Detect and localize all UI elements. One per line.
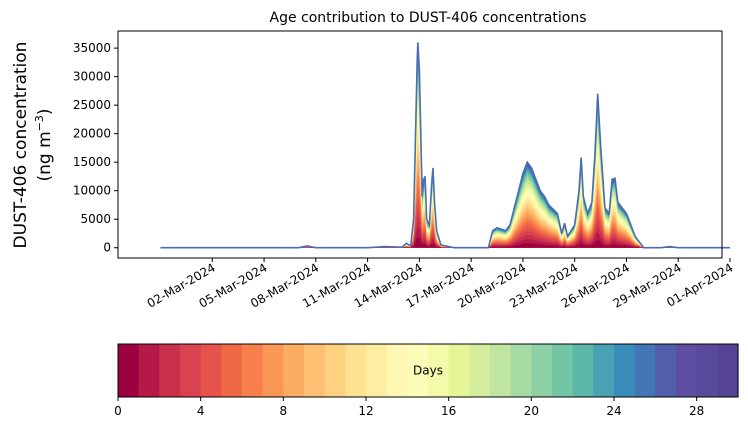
colorbar-segment-17 <box>469 344 491 397</box>
age-band-15 <box>160 103 730 248</box>
colorbar-segment-24 <box>614 344 636 397</box>
colorbar-segment-26 <box>655 344 677 397</box>
colorbar-segment-25 <box>634 344 656 397</box>
y-tick-label-25000: 25000 <box>73 98 111 112</box>
colorbar-segment-27 <box>676 344 698 397</box>
y-axis-label-suffix: ) <box>35 108 55 115</box>
colorbar-segment-8 <box>283 344 305 397</box>
colorbar-segment-11 <box>345 344 367 397</box>
axes: 0500010000150002000025000300003500002-Ma… <box>73 30 736 311</box>
age-band-29 <box>160 42 730 248</box>
colorbar-segment-20 <box>531 344 553 397</box>
age-band-1 <box>160 226 730 248</box>
total-concentration-line <box>160 42 730 249</box>
age-band-27 <box>160 45 730 248</box>
axes-frame <box>117 30 723 259</box>
colorbar-tick-label-0: 0 <box>114 404 122 418</box>
colorbar-segment-13 <box>386 344 408 397</box>
colorbar-tick-label-28: 28 <box>689 404 704 418</box>
age-band-13 <box>160 117 730 248</box>
colorbar-segment-5 <box>221 344 243 397</box>
colorbar-segment-0 <box>118 344 140 397</box>
age-band-9 <box>160 149 730 248</box>
age-band-6 <box>160 176 730 248</box>
colorbar-tick-label-16: 16 <box>441 404 456 418</box>
colorbar-segment-15 <box>428 344 450 397</box>
plot-area <box>160 42 730 249</box>
age-band-26 <box>160 47 730 248</box>
age-band-19 <box>160 77 730 248</box>
colorbar-segment-1 <box>138 344 160 397</box>
y-tick-label-0: 0 <box>103 241 111 255</box>
age-band-14 <box>160 110 730 248</box>
colorbar-tick-label-24: 24 <box>606 404 621 418</box>
y-tick-label-15000: 15000 <box>73 155 111 169</box>
colorbar-tick-label-20: 20 <box>524 404 539 418</box>
colorbar-tick-label-8: 8 <box>280 404 288 418</box>
colorbar-tick-label-12: 12 <box>358 404 373 418</box>
age-band-11 <box>160 133 730 248</box>
age-band-25 <box>160 50 730 248</box>
age-band-21 <box>160 67 730 248</box>
y-tick-label-10000: 10000 <box>73 184 111 198</box>
age-band-2 <box>160 215 730 248</box>
colorbar-segment-22 <box>572 344 594 397</box>
age-band-28 <box>160 43 730 248</box>
colorbar-segment-14 <box>407 344 429 397</box>
colorbar-tick-label-4: 4 <box>197 404 205 418</box>
y-axis-label-prefix: (ng m <box>35 131 55 181</box>
age-band-8 <box>160 158 730 248</box>
colorbar-segment-7 <box>262 344 284 397</box>
y-axis-label-line2: (ng m−3) <box>33 108 55 181</box>
colorbar-segment-4 <box>200 344 222 397</box>
chart-title: Age contribution to DUST-406 concentrati… <box>270 10 587 26</box>
colorbar-segment-9 <box>304 344 326 397</box>
y-tick-label-5000: 5000 <box>80 212 111 226</box>
y-axis-label-sup: −3 <box>33 115 46 131</box>
age-band-24 <box>160 54 730 248</box>
y-tick-label-35000: 35000 <box>73 41 111 55</box>
colorbar-segment-29 <box>717 344 739 397</box>
age-band-4 <box>160 195 730 248</box>
colorbar-segment-3 <box>180 344 202 397</box>
colorbar-segment-12 <box>366 344 388 397</box>
colorbar-segment-18 <box>490 344 512 397</box>
colorbar-label: Days <box>413 364 443 378</box>
y-axis-label-line1: DUST-406 concentration <box>11 42 31 249</box>
age-band-20 <box>160 72 730 248</box>
y-tick-label-20000: 20000 <box>73 127 111 141</box>
colorbar-segment-6 <box>242 344 264 397</box>
colorbar: 0 4 8 12 16 20 24 28 Days <box>114 343 739 418</box>
age-band-5 <box>160 186 730 248</box>
colorbar-segment-19 <box>510 344 532 397</box>
age-band-7 <box>160 167 730 248</box>
age-band-16 <box>160 96 730 248</box>
colorbar-segment-23 <box>593 344 615 397</box>
colorbar-segment-28 <box>696 344 718 397</box>
age-band-22 <box>160 62 730 248</box>
age-band-18 <box>160 83 730 248</box>
colorbar-segment-21 <box>552 344 574 397</box>
colorbar-frame <box>117 343 739 398</box>
colorbar-segment-2 <box>159 344 181 397</box>
age-band-10 <box>160 141 730 248</box>
colorbar-segment-16 <box>448 344 470 397</box>
age-band-17 <box>160 89 730 248</box>
age-band-3 <box>160 205 730 248</box>
colorbar-segment-10 <box>324 344 346 397</box>
y-tick-label-30000: 30000 <box>73 70 111 84</box>
age-band-23 <box>160 58 730 248</box>
age-band-12 <box>160 125 730 248</box>
